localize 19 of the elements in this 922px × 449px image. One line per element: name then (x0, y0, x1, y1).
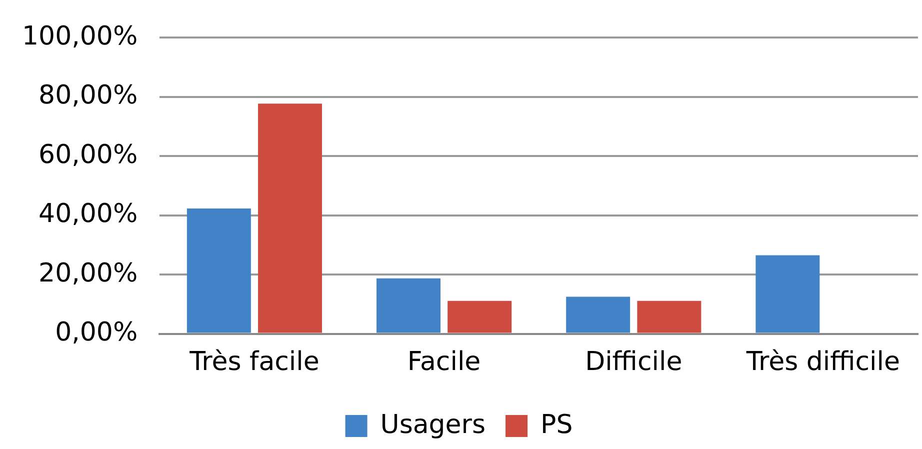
x-tick-label: Difficile (585, 347, 682, 378)
x-tick-label: Très facile (188, 347, 320, 378)
bar (756, 255, 820, 333)
y-tick-label: 0,00% (55, 318, 138, 348)
bar (566, 296, 630, 333)
legend-label: Usagers (380, 410, 486, 440)
y-tick-label: 80,00% (38, 80, 138, 111)
y-tick-label: 20,00% (38, 258, 138, 288)
y-tick-label: 100,00% (22, 21, 138, 52)
y-tick-label: 40,00% (38, 199, 138, 230)
bar (448, 300, 512, 333)
x-tick-label: Très difficile (745, 347, 900, 378)
x-tick-label: Facile (407, 347, 481, 378)
bar (258, 104, 322, 333)
legend-label: PS (540, 410, 573, 440)
bar (637, 300, 702, 333)
y-tick-label: 60,00% (38, 140, 138, 170)
bar (186, 208, 251, 333)
bar (376, 278, 440, 333)
